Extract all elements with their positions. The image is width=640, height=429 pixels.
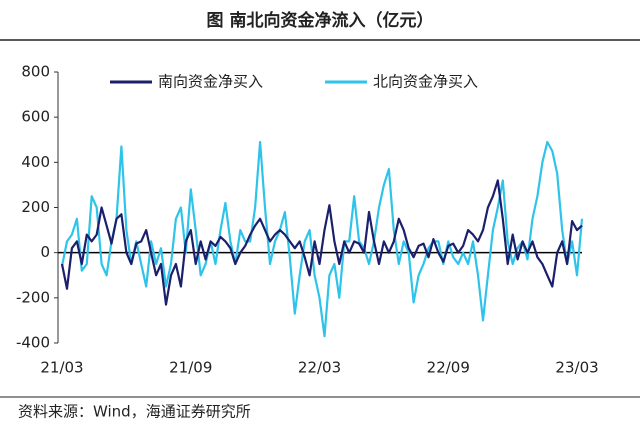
x-tick-label: 22/09: [427, 359, 470, 377]
chart-title: 图 南北向资金净流入（亿元）: [207, 10, 434, 31]
legend-label: 北向资金净买入: [373, 73, 478, 91]
y-tick-label: 600: [21, 108, 50, 126]
y-tick-label: 400: [21, 153, 50, 171]
legend-label: 南向资金净买入: [158, 73, 263, 91]
y-tick-label: -200: [16, 288, 50, 306]
x-tick-label: 23/03: [555, 359, 598, 377]
x-tick-label: 21/09: [169, 359, 212, 377]
series-line: [60, 179, 583, 306]
x-tick-label: 21/03: [40, 359, 83, 377]
series-line: [60, 140, 584, 338]
x-tick-label: 22/03: [298, 359, 341, 377]
y-tick-label: 0: [40, 243, 50, 261]
y-tick-label: 800: [21, 63, 50, 81]
y-tick-label: -400: [16, 334, 50, 352]
source-note: 资料来源：Wind，海通证券研究所: [18, 403, 251, 421]
y-tick-label: 200: [21, 198, 50, 216]
